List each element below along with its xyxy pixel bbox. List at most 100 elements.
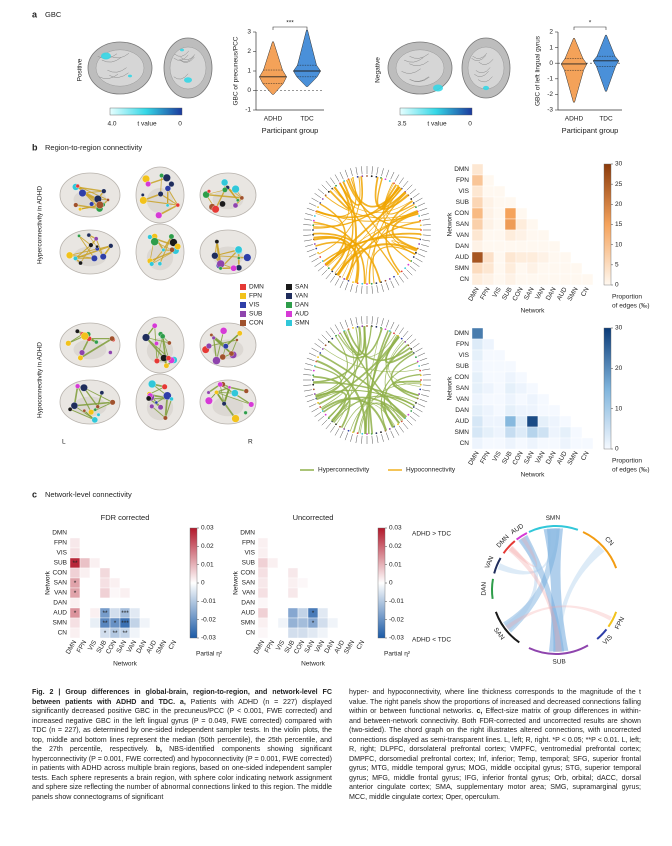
heatmap-cell bbox=[471, 338, 484, 351]
ring-node bbox=[388, 428, 391, 430]
row-label: FPN bbox=[456, 341, 469, 348]
heatmap-cell bbox=[471, 218, 484, 231]
ring-label bbox=[422, 374, 431, 376]
edge bbox=[74, 401, 113, 407]
ring-node bbox=[418, 215, 421, 217]
node-sphere bbox=[101, 188, 107, 194]
node-sphere bbox=[95, 244, 99, 249]
chord-ribbon bbox=[504, 535, 538, 632]
brain-image bbox=[395, 49, 445, 87]
node-sphere bbox=[154, 400, 159, 405]
ring-label bbox=[325, 330, 332, 338]
ring-label bbox=[306, 207, 315, 212]
ring-node bbox=[370, 282, 373, 285]
legend-label: CON bbox=[249, 320, 264, 327]
ring-label bbox=[305, 394, 313, 397]
ring-node bbox=[419, 369, 422, 372]
row-label: AUD bbox=[455, 254, 469, 261]
colorbar-tick-label: 0.02 bbox=[389, 543, 402, 550]
heatmap-cell bbox=[493, 251, 506, 264]
ring-node bbox=[321, 198, 324, 200]
node-sphere bbox=[163, 415, 168, 421]
legend-swatch bbox=[286, 302, 292, 308]
connectogram-edge bbox=[369, 246, 416, 284]
ring-label bbox=[311, 407, 319, 413]
ring-node bbox=[415, 206, 417, 209]
heatmap-cell bbox=[493, 185, 506, 198]
ring-label bbox=[385, 282, 390, 291]
significance-label: * bbox=[312, 610, 315, 617]
heatmap-cell bbox=[471, 174, 484, 187]
heatmap-cell bbox=[277, 607, 289, 619]
ring-label bbox=[402, 272, 409, 280]
row-label: VIS bbox=[459, 188, 470, 195]
y-tick-label: -2 bbox=[547, 91, 553, 98]
heatmap-cell bbox=[581, 437, 594, 450]
significance-label: ** bbox=[72, 560, 78, 567]
node-sphere bbox=[142, 333, 150, 342]
column-label: CN bbox=[580, 450, 591, 462]
ring-node bbox=[420, 379, 422, 381]
ring-node bbox=[335, 184, 337, 187]
row-label: Hyperconnectivity in ADHD bbox=[37, 186, 44, 264]
heatmap-cell bbox=[169, 627, 181, 639]
brain-fold bbox=[109, 53, 130, 59]
node-sphere bbox=[91, 416, 98, 424]
ring-label bbox=[303, 389, 312, 392]
ring-node bbox=[366, 283, 368, 285]
ring-label bbox=[422, 389, 431, 392]
heatmap-cell bbox=[504, 360, 517, 373]
node-sphere bbox=[139, 196, 148, 205]
heatmap-cell bbox=[537, 240, 550, 253]
heatmap-cell bbox=[471, 185, 484, 198]
row-label: VAN bbox=[242, 590, 255, 597]
node-sphere bbox=[82, 409, 87, 413]
ring-label bbox=[314, 411, 322, 417]
node-sphere bbox=[147, 234, 153, 240]
heatmap-cell bbox=[471, 404, 484, 417]
heatmap-cell bbox=[515, 371, 528, 384]
heatmap-cell bbox=[515, 393, 528, 406]
heatmap-cell bbox=[493, 262, 506, 275]
heatmap-cell bbox=[482, 174, 495, 187]
edge bbox=[206, 193, 242, 199]
node-sphere bbox=[221, 178, 229, 186]
heatmap-cell bbox=[537, 426, 550, 439]
ring-label bbox=[305, 213, 313, 216]
heatmap-cell bbox=[493, 437, 506, 450]
heatmap-cell bbox=[526, 240, 539, 253]
significance-bracket bbox=[272, 26, 308, 30]
legend-label: VAN bbox=[295, 293, 308, 300]
heatmap-cell bbox=[526, 415, 539, 428]
ring-node bbox=[412, 256, 415, 258]
heatmap-cell bbox=[482, 382, 495, 395]
ring-node bbox=[352, 281, 354, 284]
ring-label bbox=[412, 261, 420, 267]
heatmap-cell bbox=[277, 617, 289, 629]
heatmap-cell bbox=[267, 597, 279, 609]
x-tick-label: ADHD bbox=[264, 116, 283, 123]
colorbar bbox=[603, 327, 612, 450]
connectogram-edge bbox=[391, 240, 418, 255]
ring-label bbox=[306, 248, 315, 253]
heatmap-cell bbox=[504, 240, 517, 253]
connectogram-edge bbox=[359, 383, 421, 434]
node-sphere bbox=[149, 261, 155, 267]
ring-node bbox=[324, 194, 327, 197]
significance-label: * bbox=[74, 580, 77, 587]
activation-blob bbox=[184, 77, 192, 83]
heatmap-cell bbox=[515, 273, 528, 286]
heatmap-cell bbox=[504, 262, 517, 275]
ring-label bbox=[339, 171, 344, 180]
colorbar-tick-label: -0.01 bbox=[201, 598, 216, 605]
heatmap-cell bbox=[109, 587, 121, 599]
heatmap-cell bbox=[526, 262, 539, 275]
heatmap-cell bbox=[89, 577, 101, 589]
connectogram-edge bbox=[334, 193, 408, 274]
heatmap-cell bbox=[482, 371, 495, 384]
matrix-title: Uncorrected bbox=[293, 513, 334, 522]
column-label: SMN bbox=[155, 639, 168, 655]
ring-label bbox=[317, 188, 325, 195]
row-label: CN bbox=[246, 630, 256, 637]
ring-label bbox=[371, 166, 373, 175]
